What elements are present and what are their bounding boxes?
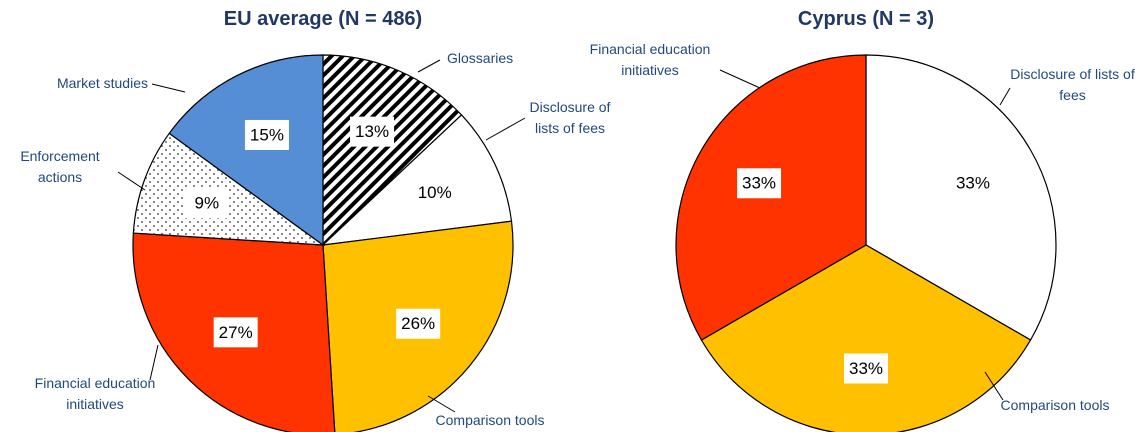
value-label: 9% [195,194,220,213]
pie-slice [865,54,1057,341]
value-label: 10% [418,183,452,202]
pie-slice [168,54,324,247]
value-label: 33% [742,174,776,193]
category-label: Financial education initiatives [589,41,711,78]
category-label: Financial education initiatives [34,375,156,412]
value-label: 13% [355,122,389,141]
leader-line [417,59,441,73]
value-label: 33% [956,174,990,193]
category-label: Disclosure of lists of fees [529,99,611,136]
category-label: Glossaries [447,50,514,66]
value-label-box [396,308,441,339]
value-label-box [244,119,289,150]
leader-line [149,344,159,381]
category-label: Disclosure of lists of fees [1010,66,1135,103]
leader-line [427,395,456,413]
category-label: Comparison tools [1000,397,1110,413]
value-label-box [350,116,395,147]
value-label-box [213,317,258,348]
chart-title: EU average (N = 486) [223,8,423,30]
leader-line [999,87,1011,106]
leader-line [485,117,526,141]
leader-line [117,171,146,191]
chart-title: Cyprus (N = 3) [797,8,935,30]
leader-line [151,83,186,93]
value-label: 15% [250,125,284,144]
value-label-box [844,353,888,384]
value-label-box [184,188,229,219]
value-label: 33% [849,359,883,378]
value-label: 27% [219,323,253,342]
category-label: Market studies [56,75,148,91]
value-label-box [737,168,782,199]
pie-slice [322,54,463,247]
leader-line [719,69,761,89]
leader-line [984,371,1004,401]
category-label: Comparison tools [435,412,545,428]
pie-slice [700,244,1032,432]
category-label: Enforcement actions [20,148,100,185]
pie-slice [321,114,513,246]
value-label: 26% [401,314,435,333]
